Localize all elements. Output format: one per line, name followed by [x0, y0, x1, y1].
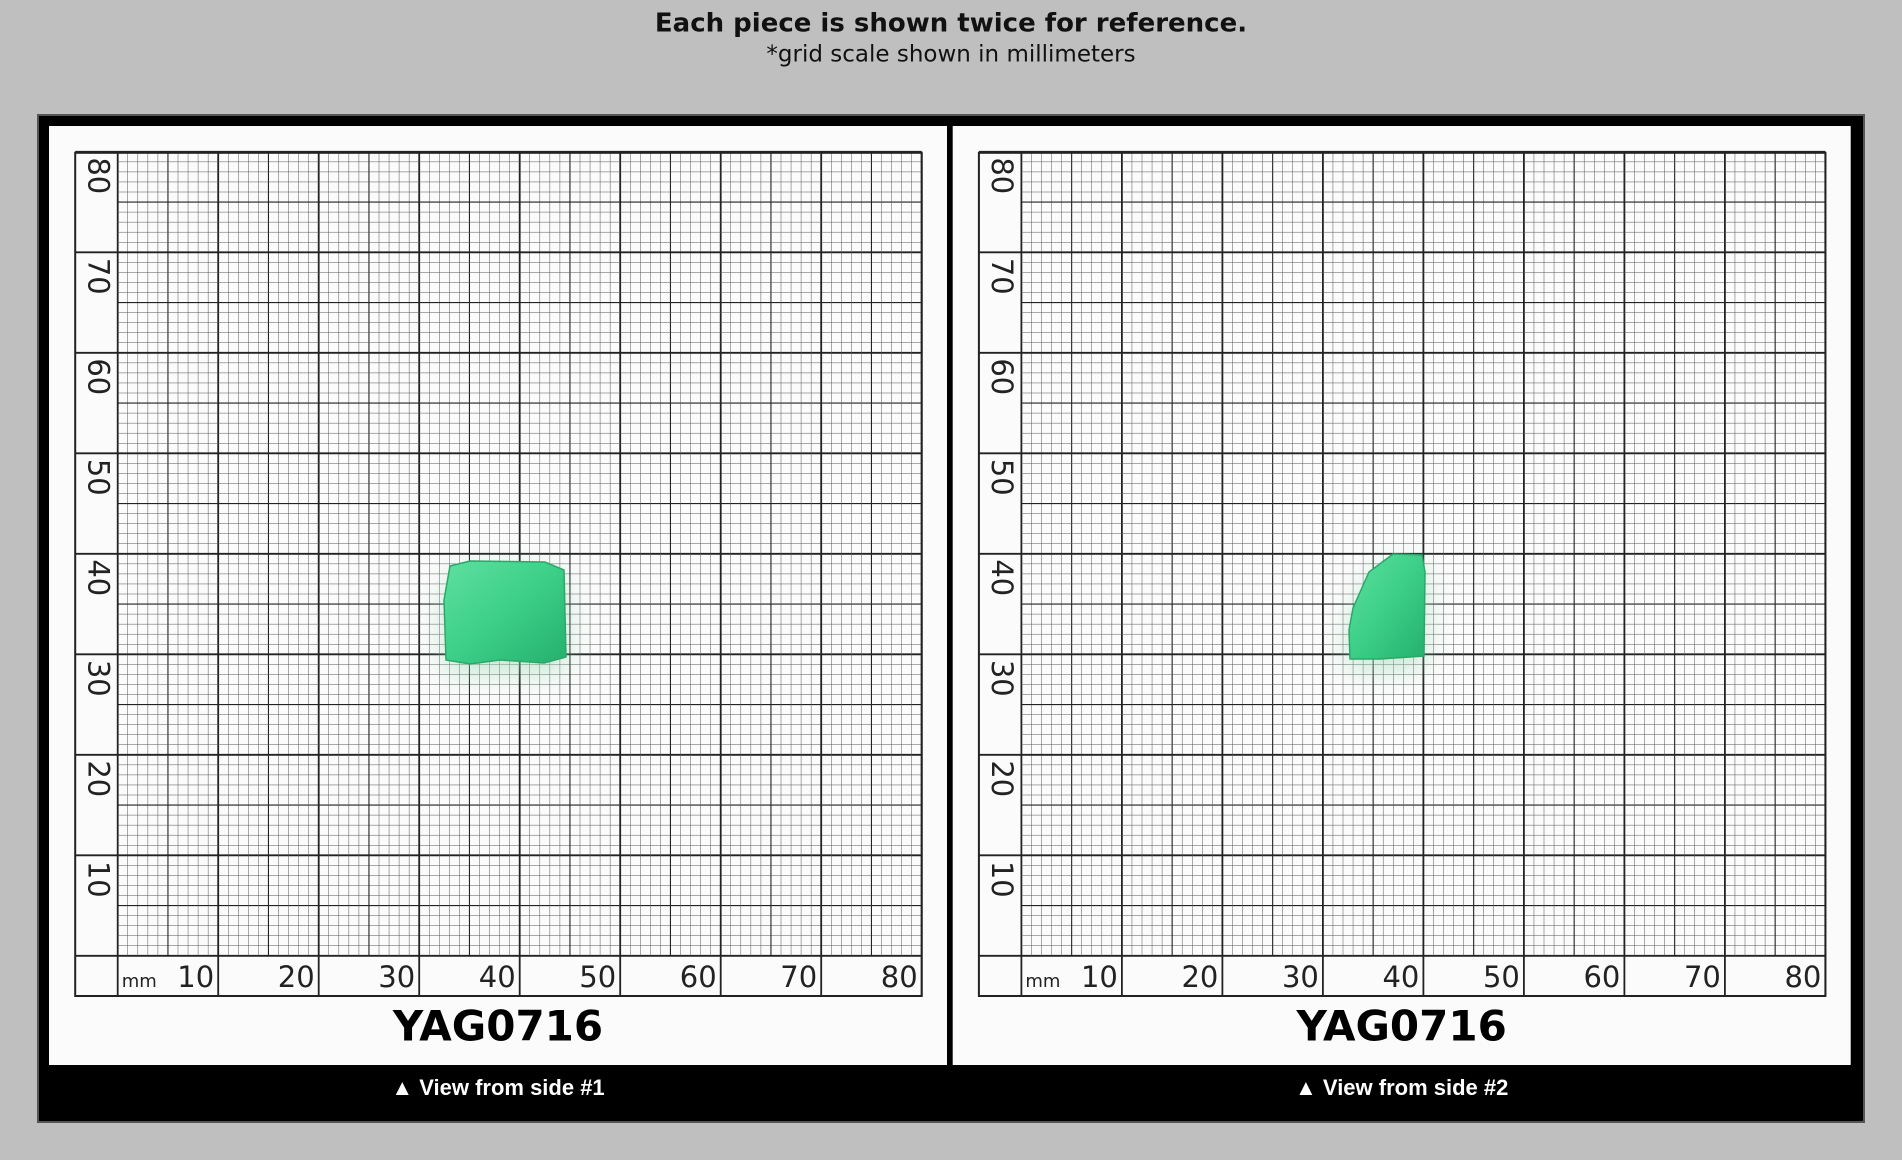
unit-label: mm	[1025, 971, 1060, 992]
gem	[443, 560, 567, 665]
x-scale-label: 30	[378, 960, 415, 994]
x-scale-label: 80	[881, 960, 918, 994]
specimen-code: YAG0716	[1296, 1002, 1507, 1051]
x-scale-label: 60	[680, 960, 717, 994]
y-scale-label: 20	[985, 760, 1019, 797]
gem	[1348, 553, 1426, 660]
grid-border	[977, 151, 1827, 998]
title: Each piece is shown twice for reference.	[655, 9, 1247, 39]
y-scale-label: 10	[985, 861, 1019, 898]
x-scale-label: 40	[1382, 960, 1419, 994]
y-scale-label: 40	[985, 559, 1019, 596]
panel: mm 10 20 30 40 50 60 70 80 10 20 30 40 50 60 70 80 YAG071…	[952, 126, 1851, 1114]
y-scale-label: 50	[81, 459, 115, 496]
y-scale-label: 30	[985, 660, 1019, 697]
x-scale-label: 30	[1282, 960, 1319, 994]
x-scale-label: 40	[479, 960, 516, 994]
y-scale-label: 60	[985, 358, 1019, 395]
grid-border	[74, 151, 923, 998]
y-scale-label: 80	[985, 157, 1019, 194]
panel: mm 10 20 30 40 50 60 70 80 10 20 30 40 50 60 70 80 YAG071…	[49, 126, 947, 1114]
x-scale-label: 50	[579, 960, 616, 994]
y-scale-label: 80	[81, 157, 115, 194]
x-scale-label: 20	[278, 960, 315, 994]
x-scale-label: 10	[177, 960, 214, 994]
unit-label: mm	[122, 971, 157, 992]
caption: ▲ View from side #2	[1295, 1075, 1508, 1100]
x-scale-label: 60	[1583, 960, 1620, 994]
y-scale-label: 60	[81, 358, 115, 395]
y-scale-label: 30	[81, 660, 115, 697]
x-scale-label: 80	[1784, 960, 1821, 994]
caption-bar	[49, 1065, 947, 1114]
subtitle: *grid scale shown in millimeters	[766, 42, 1135, 68]
y-scale-label: 70	[81, 258, 115, 295]
caption: ▲ View from side #1	[391, 1075, 604, 1100]
x-scale-label: 70	[780, 960, 817, 994]
specimen-code: YAG0716	[392, 1002, 603, 1051]
y-scale-label: 40	[81, 559, 115, 596]
x-scale-label: 70	[1684, 960, 1721, 994]
x-scale-label: 10	[1081, 960, 1118, 994]
x-scale-label: 50	[1483, 960, 1520, 994]
y-scale-label: 10	[81, 861, 115, 898]
y-scale-label: 70	[985, 258, 1019, 295]
y-scale-label: 50	[985, 459, 1019, 496]
caption-bar	[952, 1065, 1851, 1114]
x-scale-label: 20	[1181, 960, 1218, 994]
y-scale-label: 20	[81, 760, 115, 797]
